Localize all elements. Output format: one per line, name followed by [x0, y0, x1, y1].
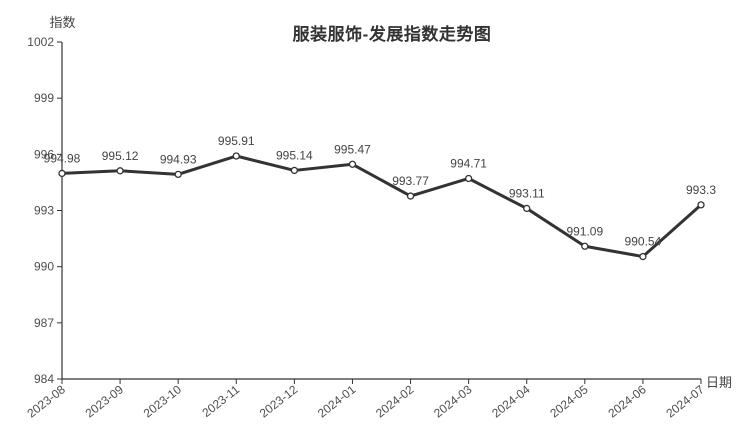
x-tick-label: 2023-08 [25, 382, 69, 420]
y-tick-label: 996 [34, 147, 54, 161]
y-tick-label: 993 [34, 204, 54, 218]
x-tick-label: 2024-03 [431, 382, 475, 420]
y-tick-label: 984 [34, 372, 54, 386]
data-label: 994.71 [450, 156, 487, 170]
chart-title: 服装服饰-发展指数走势图 [292, 25, 492, 44]
y-tick-label: 999 [34, 91, 54, 105]
y-tick-label: 990 [34, 260, 54, 274]
data-point [174, 170, 182, 179]
x-tick-label: 2024-01 [315, 382, 359, 420]
x-tick-label: 2024-07 [664, 382, 708, 420]
data-point [116, 167, 124, 175]
data-label: 995.14 [276, 148, 313, 162]
data-label: 991.09 [566, 224, 603, 238]
data-label: 995.91 [218, 134, 255, 148]
data-point [464, 174, 473, 183]
data-point [58, 169, 66, 178]
data-label: 993.11 [509, 186, 545, 200]
x-tick-label: 2023-10 [141, 382, 185, 420]
data-point [523, 204, 531, 213]
data-point [232, 152, 240, 160]
data-point [290, 166, 299, 175]
data-label: 995.12 [102, 149, 139, 163]
x-tick-label: 2024-06 [605, 382, 649, 420]
x-tick-label: 2023-11 [199, 382, 242, 420]
data-label: 995.47 [334, 142, 371, 156]
data-point [581, 242, 589, 250]
y-axis-name: 指数 [49, 15, 76, 30]
series-line [60, 154, 703, 259]
data-point [406, 192, 415, 200]
x-tick-label: 2024-04 [489, 382, 533, 420]
x-tick-label: 2023-12 [257, 382, 301, 420]
data-label: 993.3 [686, 183, 716, 197]
data-label: 990.54 [625, 235, 662, 249]
y-tick-label: 1002 [27, 35, 54, 49]
data-point [639, 252, 647, 261]
x-tick-label: 2024-05 [547, 382, 591, 420]
x-tick-label: 2023-09 [83, 382, 127, 420]
x-tick-label: 2024-02 [373, 382, 417, 420]
y-tick-label: 987 [34, 316, 54, 330]
x-axis-name: 日期 [706, 375, 733, 390]
data-point [697, 201, 705, 209]
data-label: 993.77 [392, 174, 429, 188]
data-label: 994.93 [160, 152, 197, 166]
axis-lines [61, 42, 701, 380]
data-point [348, 160, 357, 168]
data-label: 994.98 [44, 151, 81, 165]
